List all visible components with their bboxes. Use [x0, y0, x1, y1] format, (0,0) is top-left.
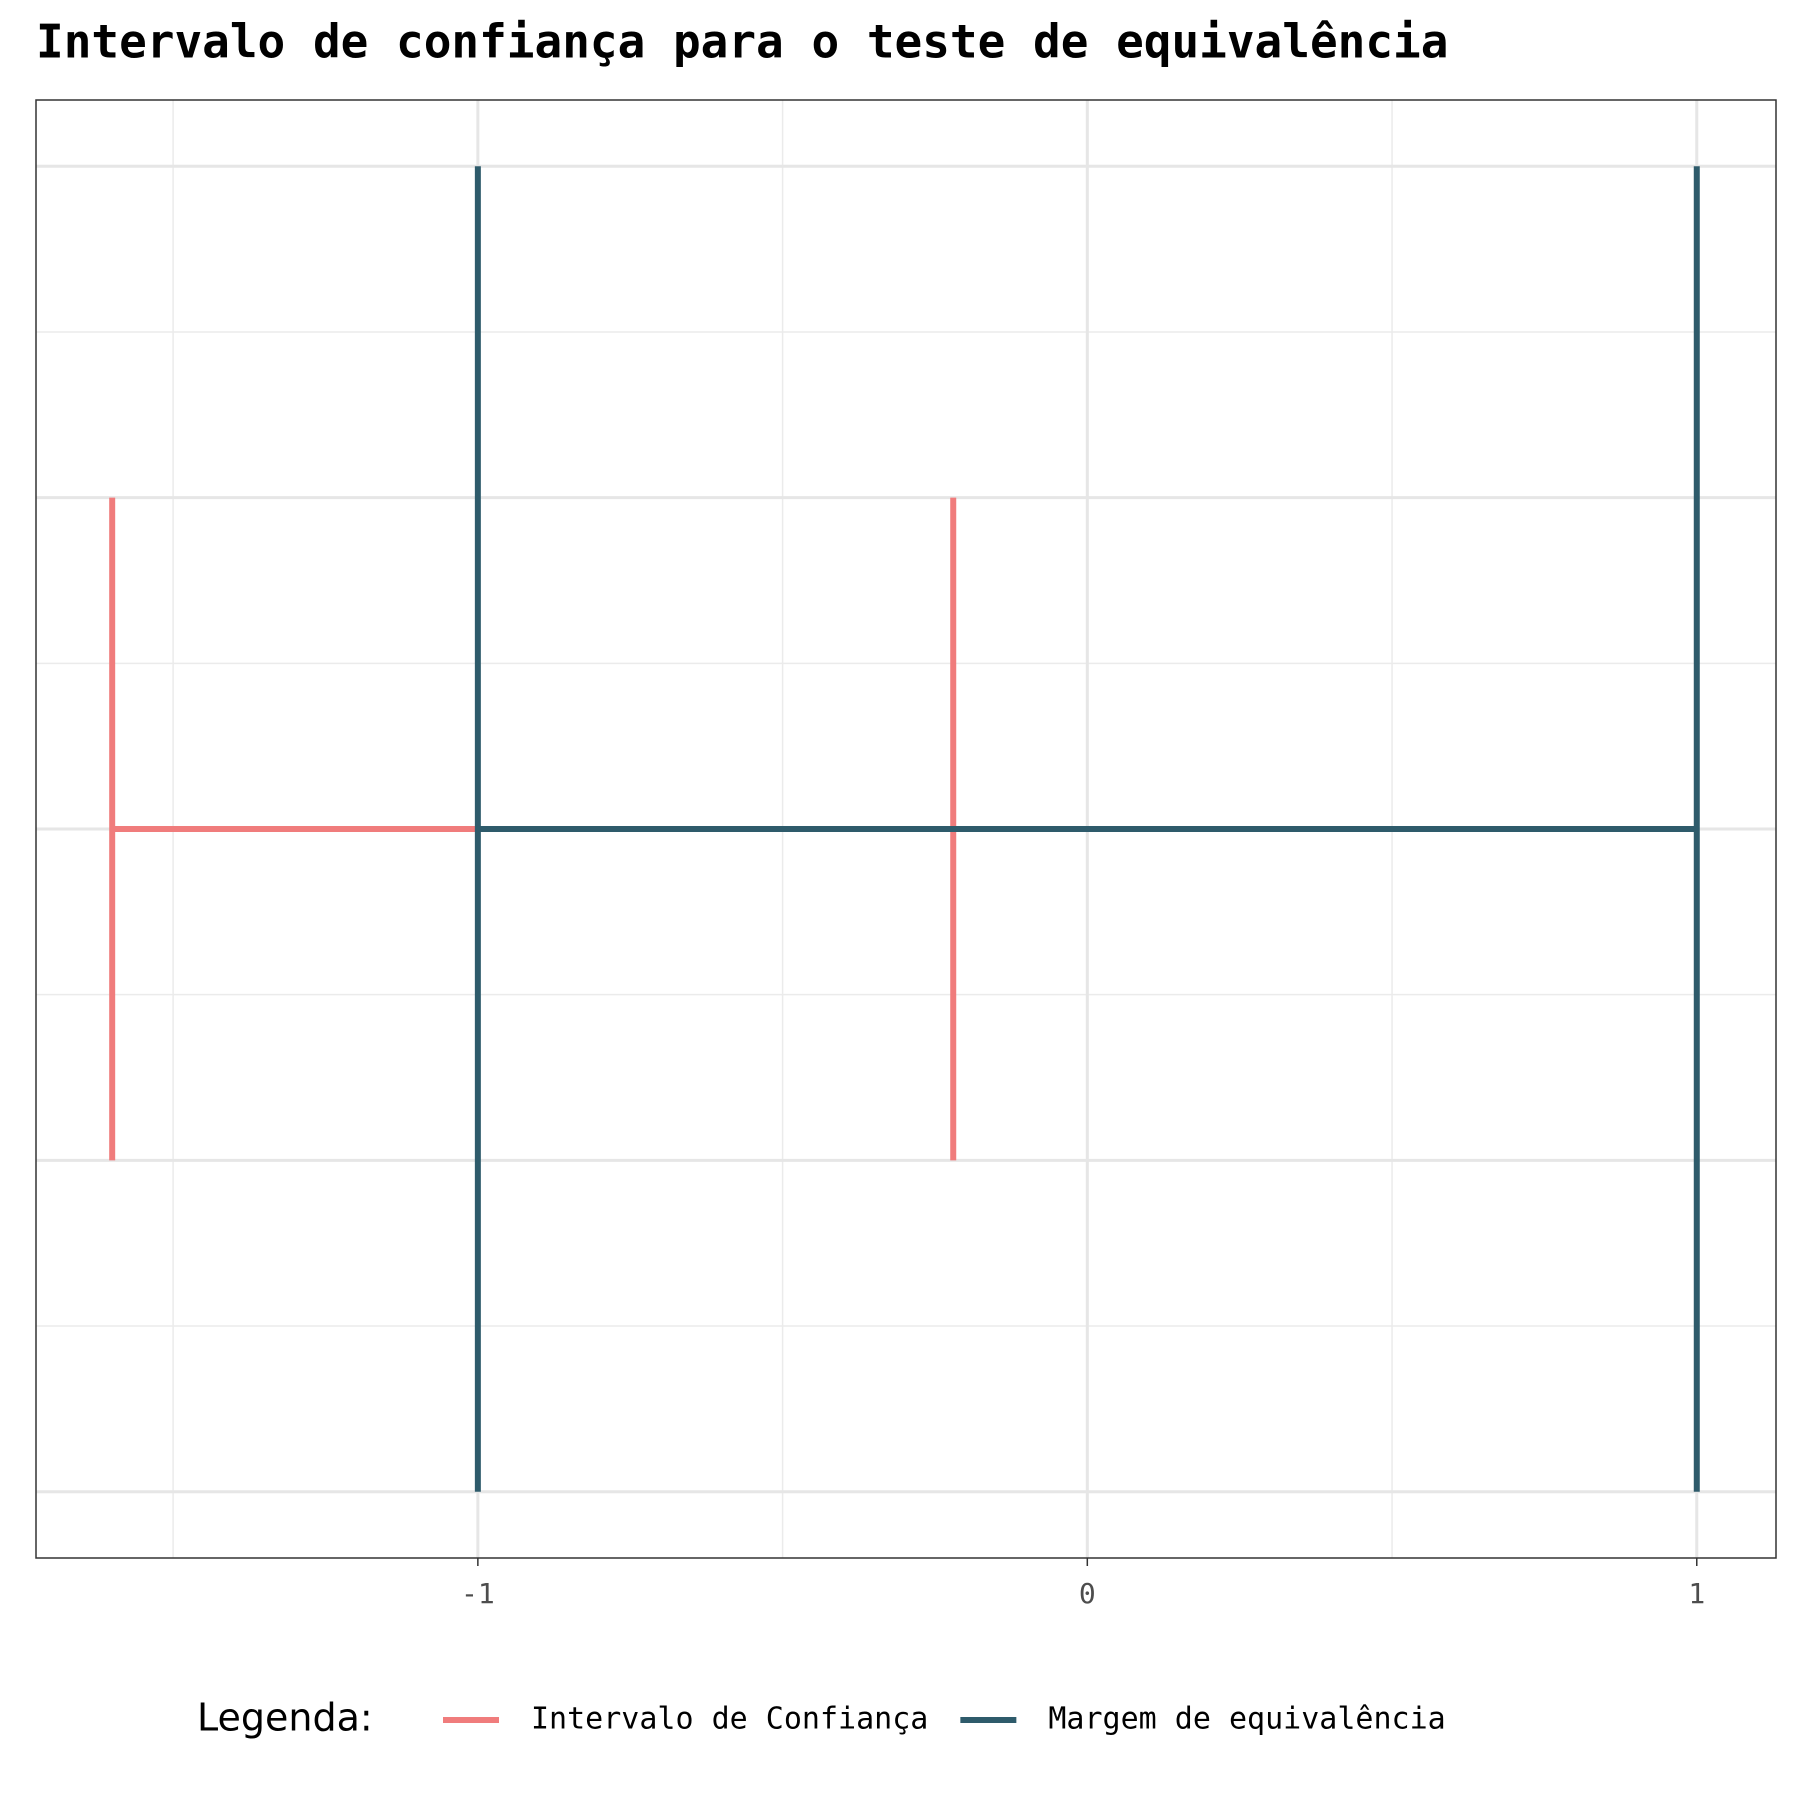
x-tick-label: 0	[1079, 1577, 1096, 1610]
legend-label: Margem de equivalência	[1048, 1702, 1445, 1737]
x-tick-label: 1	[1688, 1577, 1705, 1610]
chart-title: Intervalo de confiança para o teste de e…	[36, 15, 1448, 69]
panel-border	[35, 99, 1777, 1559]
x-tick-label: -1	[461, 1577, 495, 1610]
legend-title: Legenda:	[197, 1696, 373, 1740]
legend-label: Intervalo de Confiança	[531, 1702, 928, 1737]
